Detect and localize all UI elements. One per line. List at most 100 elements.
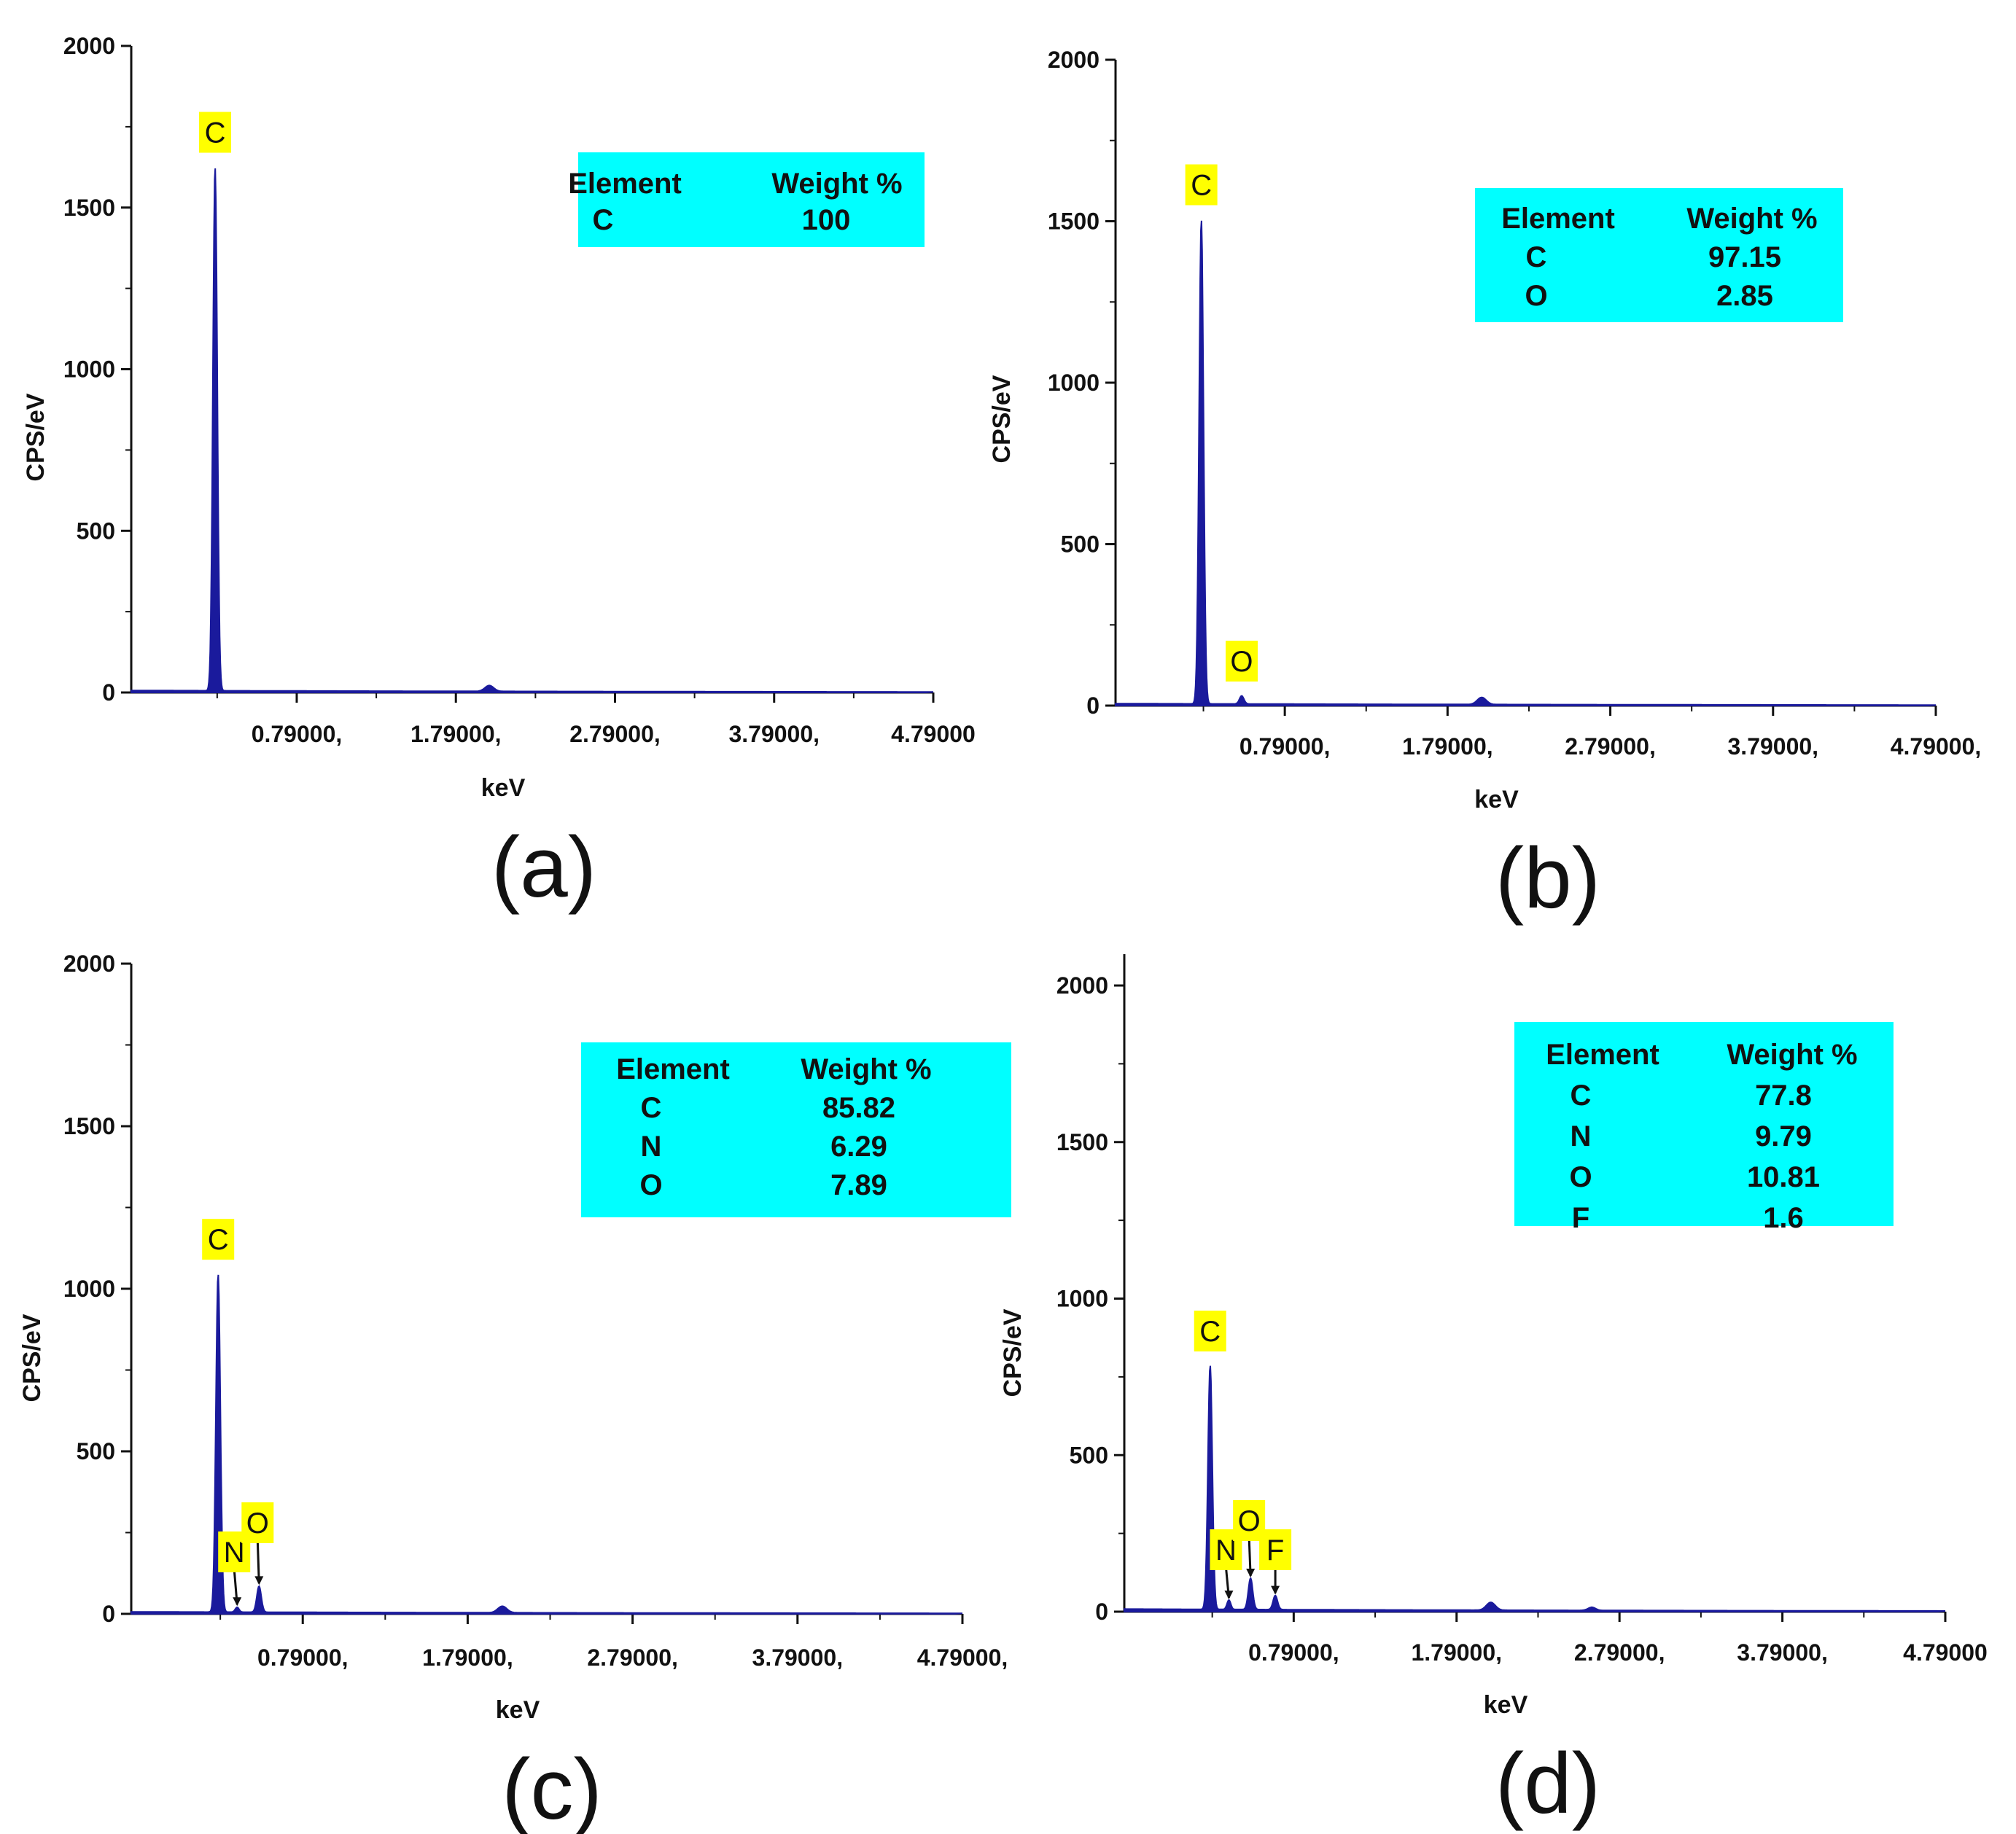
composition-table <box>581 1042 1011 1217</box>
table-header-element: Element <box>568 168 682 200</box>
table-header-weight: Weight % <box>801 1053 931 1085</box>
y-axis-title: CPS/eV <box>999 1308 1027 1397</box>
peak-label-n: N <box>224 1537 245 1569</box>
table-cell-element: F <box>1572 1202 1589 1234</box>
x-tick-label: 3.79000, <box>752 1644 844 1671</box>
spectrum-area <box>131 168 934 693</box>
y-tick-label: 1500 <box>63 1113 115 1139</box>
x-axis-title: keV <box>1474 786 1519 813</box>
x-tick-label: 3.79000, <box>1728 733 1819 760</box>
table-cell-element: N <box>1571 1120 1592 1152</box>
peak-label-box <box>202 1219 235 1260</box>
y-tick-label: 1500 <box>1048 208 1100 235</box>
x-tick-label: 3.79000, <box>728 721 820 747</box>
x-tick-label: 2.79000, <box>569 721 661 747</box>
x-tick-label: 4.79000 <box>891 721 976 747</box>
x-tick-label: 1.79000, <box>1402 733 1493 760</box>
table-header-element: Element <box>1501 203 1615 235</box>
composition-table <box>1475 188 1843 322</box>
table-cell-weight: 77.8 <box>1755 1080 1812 1112</box>
peak-label-box <box>1259 1529 1292 1570</box>
peak-label-box <box>1194 1310 1226 1351</box>
peak-arrowhead <box>1271 1585 1280 1595</box>
spectrum-area <box>1115 220 1937 706</box>
table-cell-weight: 7.89 <box>830 1169 887 1201</box>
y-tick-label: 0 <box>102 1601 115 1627</box>
table-cell-element: O <box>1525 280 1547 312</box>
y-tick-label: 1000 <box>1048 370 1100 396</box>
x-tick-label: 0.79000, <box>1248 1639 1339 1666</box>
table-header-element: Element <box>1546 1039 1659 1071</box>
y-tick-label: 0 <box>102 679 115 706</box>
y-axis-title: CPS/eV <box>22 393 50 481</box>
x-tick-label: 2.79000, <box>1574 1639 1665 1666</box>
peak-label-o: O <box>246 1507 269 1540</box>
table-cell-weight: 1.6 <box>1763 1202 1804 1234</box>
y-tick-label: 1000 <box>1056 1286 1108 1312</box>
peak-label-c: C <box>205 117 226 149</box>
y-tick-label: 500 <box>1070 1442 1108 1468</box>
composition-table <box>578 152 925 247</box>
y-tick-label: 2000 <box>1048 47 1100 73</box>
spectrum-area <box>131 1274 963 1615</box>
table-cell-element: O <box>639 1169 662 1201</box>
table-cell-weight: 6.29 <box>830 1131 887 1163</box>
peak-label-box <box>1225 640 1258 682</box>
table-cell-element: O <box>1569 1161 1592 1193</box>
peak-label-o: O <box>1238 1505 1261 1537</box>
y-tick-label: 2000 <box>63 951 115 977</box>
table-cell-element: C <box>1526 241 1547 273</box>
x-tick-label: 4.79000, <box>1891 733 1982 760</box>
y-tick-label: 0 <box>1086 692 1100 719</box>
x-tick-label: 4.79000 <box>1903 1639 1988 1666</box>
panel-label: (d) <box>1495 1736 1600 1832</box>
peak-label-box <box>1185 164 1218 206</box>
y-tick-label: 500 <box>1061 531 1100 558</box>
composition-table <box>1514 1022 1894 1226</box>
peak-label-n: N <box>1215 1534 1237 1566</box>
y-tick-label: 1000 <box>63 356 115 383</box>
table-header-weight: Weight % <box>771 168 902 200</box>
x-tick-label: 4.79000, <box>917 1644 1008 1671</box>
table-cell-element: C <box>641 1092 662 1124</box>
peak-label-c: C <box>208 1224 229 1256</box>
y-axis-title: CPS/eV <box>988 375 1016 463</box>
y-axis-title: CPS/eV <box>18 1314 46 1402</box>
peak-arrowhead <box>233 1597 242 1607</box>
x-axis-title: keV <box>1484 1691 1528 1719</box>
peak-label-o: O <box>1230 646 1253 678</box>
x-tick-label: 2.79000, <box>587 1644 678 1671</box>
peak-label-c: C <box>1199 1316 1221 1348</box>
x-tick-label: 1.79000, <box>422 1644 513 1671</box>
table-cell-element: C <box>593 204 614 236</box>
panel-label: (b) <box>1495 830 1600 926</box>
table-cell-weight: 2.85 <box>1716 280 1773 312</box>
y-tick-label: 2000 <box>1056 972 1108 999</box>
y-tick-label: 1000 <box>63 1276 115 1302</box>
table-header-weight: Weight % <box>1727 1039 1857 1071</box>
y-tick-label: 1500 <box>63 195 115 221</box>
x-tick-label: 0.79000, <box>257 1644 349 1671</box>
table-cell-weight: 9.79 <box>1755 1120 1812 1152</box>
x-tick-label: 1.79000, <box>1411 1639 1502 1666</box>
x-tick-label: 0.79000, <box>1239 733 1331 760</box>
x-tick-label: 1.79000, <box>410 721 502 747</box>
y-tick-label: 500 <box>77 518 115 544</box>
x-tick-label: 0.79000, <box>252 721 343 747</box>
table-cell-weight: 100 <box>802 204 851 236</box>
table-cell-element: N <box>641 1131 662 1163</box>
panel-label: (c) <box>502 1741 602 1834</box>
y-tick-label: 1500 <box>1056 1129 1108 1155</box>
table-cell-weight: 85.82 <box>822 1092 895 1124</box>
peak-arrowhead <box>1246 1569 1256 1578</box>
peak-arrowhead <box>1224 1591 1234 1600</box>
panel-label: (a) <box>491 819 596 916</box>
chart-panel-d: 0 500 1000 1500 2000 0.79000, 1.79000, 2.79000,… <box>999 954 1988 1832</box>
table-cell-weight: 10.81 <box>1747 1161 1820 1193</box>
x-axis-title: keV <box>496 1696 540 1724</box>
peak-label-c: C <box>1191 170 1212 202</box>
y-tick-label: 500 <box>77 1438 115 1464</box>
chart-panel-c: 0 500 1000 1500 2000 0.79000, 1.79000, 2.79000,… <box>18 951 1011 1834</box>
table-cell-weight: 97.15 <box>1708 241 1781 273</box>
